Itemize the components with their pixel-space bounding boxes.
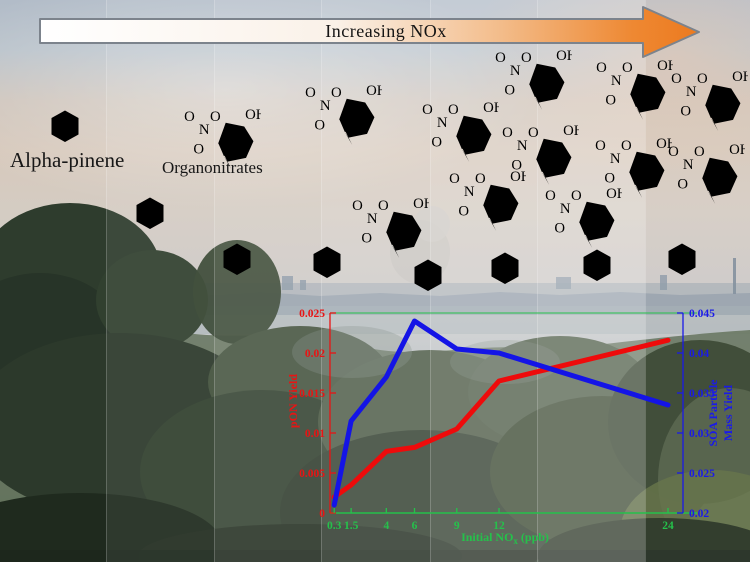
increasing-nox-arrow: Increasing NOx [39,6,700,58]
arrow-label: Increasing NOx [325,21,446,41]
organonitrate-molecule [352,197,429,258]
organonitrate-molecule [449,170,526,231]
haze-band [0,0,106,562]
alpha-pinene-label: Alpha-pinene [10,148,125,172]
alpha-pinene-molecule [313,238,351,280]
alpha-pinene-molecule [51,102,89,144]
organonitrate-molecule [545,187,622,248]
alpha-pinene-molecule [668,235,706,277]
alpha-pinene-molecule [491,244,529,286]
organonitrate-molecule [671,70,748,131]
organonitrate-molecule [305,84,382,145]
organonitrate-molecule [422,101,499,162]
organonitrate-molecule [596,59,673,120]
radio-tower [733,258,736,294]
haze-band [106,0,215,562]
organonitrate-molecule [495,49,572,110]
alpha-pinene-molecule [223,235,261,277]
arrow-shape [39,6,700,58]
alpha-pinene-molecule [136,189,174,231]
organonitrates-label: Organonitrates [162,158,263,177]
organonitrate-molecule [668,143,745,204]
haze-band [214,0,322,562]
